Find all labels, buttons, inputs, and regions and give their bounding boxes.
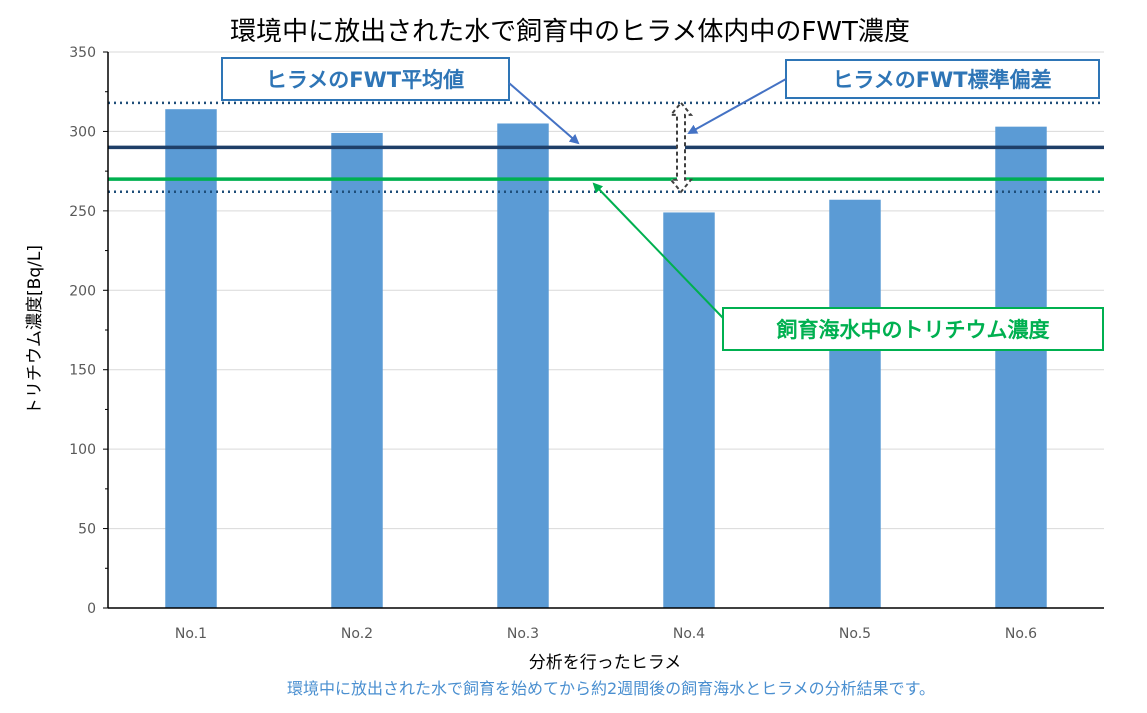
callout-seawater: 飼育海水中のトリチウム濃度 (722, 307, 1104, 351)
x-tick-label: No.1 (175, 626, 207, 642)
callout-seawater-arrow (592, 182, 724, 319)
chart-title: 環境中に放出された水で飼育中のヒラメ体内中のFWT濃度 (230, 17, 910, 47)
y-tick-label: 50 (78, 522, 96, 538)
callout-seawater-label: 飼育海水中のトリチウム濃度 (776, 318, 1050, 342)
callout-fwt-std-label: ヒラメのFWT標準偏差 (832, 68, 1051, 92)
y-axis-title: トリチウム濃度[Bq/L] (25, 245, 45, 415)
bar-no5 (829, 199, 881, 609)
x-tick-label: No.6 (1005, 626, 1037, 642)
gridlines (108, 51, 1104, 609)
callout-fwt-mean-label: ヒラメのFWT平均値 (266, 68, 464, 92)
callout-fwt-mean-arrow (508, 82, 580, 145)
x-axis-title: 分析を行ったヒラメ (529, 653, 682, 673)
y-tick-labels: 0 50 100 150 200 250 300 350 (69, 45, 108, 617)
y-tick-label: 350 (69, 45, 96, 61)
bar-no3 (497, 123, 549, 608)
callout-fwt-std-arrow (687, 78, 787, 134)
std-arrow-shape (668, 101, 694, 194)
y-tick-label: 100 (69, 442, 96, 458)
std-double-arrow (668, 101, 694, 194)
callout-fwt-std-box (785, 59, 1100, 99)
bar-no6 (995, 126, 1047, 609)
bar-no1 (165, 109, 217, 608)
y-tick-label: 300 (69, 124, 96, 140)
bar-no4 (663, 212, 715, 608)
callout-fwt-mean: ヒラメのFWT平均値 (221, 57, 510, 101)
x-tick-label: No.3 (507, 626, 539, 642)
y-tick-label: 250 (69, 204, 96, 220)
y-tick-label: 0 (87, 601, 96, 617)
x-tick-labels: No.1 No.2 No.3 No.4 No.5 No.6 (175, 626, 1037, 642)
x-tick-label: No.4 (673, 626, 705, 642)
chart-caption: 環境中に放出された水で飼育を始めてから約2週間後の飼育海水とヒラメの分析結果です… (287, 679, 935, 698)
callout-fwt-mean-box (221, 57, 510, 101)
x-tick-label: No.5 (839, 626, 871, 642)
x-tick-label: No.2 (341, 626, 373, 642)
callout-seawater-box (722, 307, 1104, 351)
callout-fwt-std: ヒラメのFWT標準偏差 (785, 59, 1100, 99)
y-tick-label: 200 (69, 283, 96, 299)
bar-no2 (331, 133, 383, 608)
y-tick-label: 150 (69, 363, 96, 379)
bars (165, 109, 1047, 609)
